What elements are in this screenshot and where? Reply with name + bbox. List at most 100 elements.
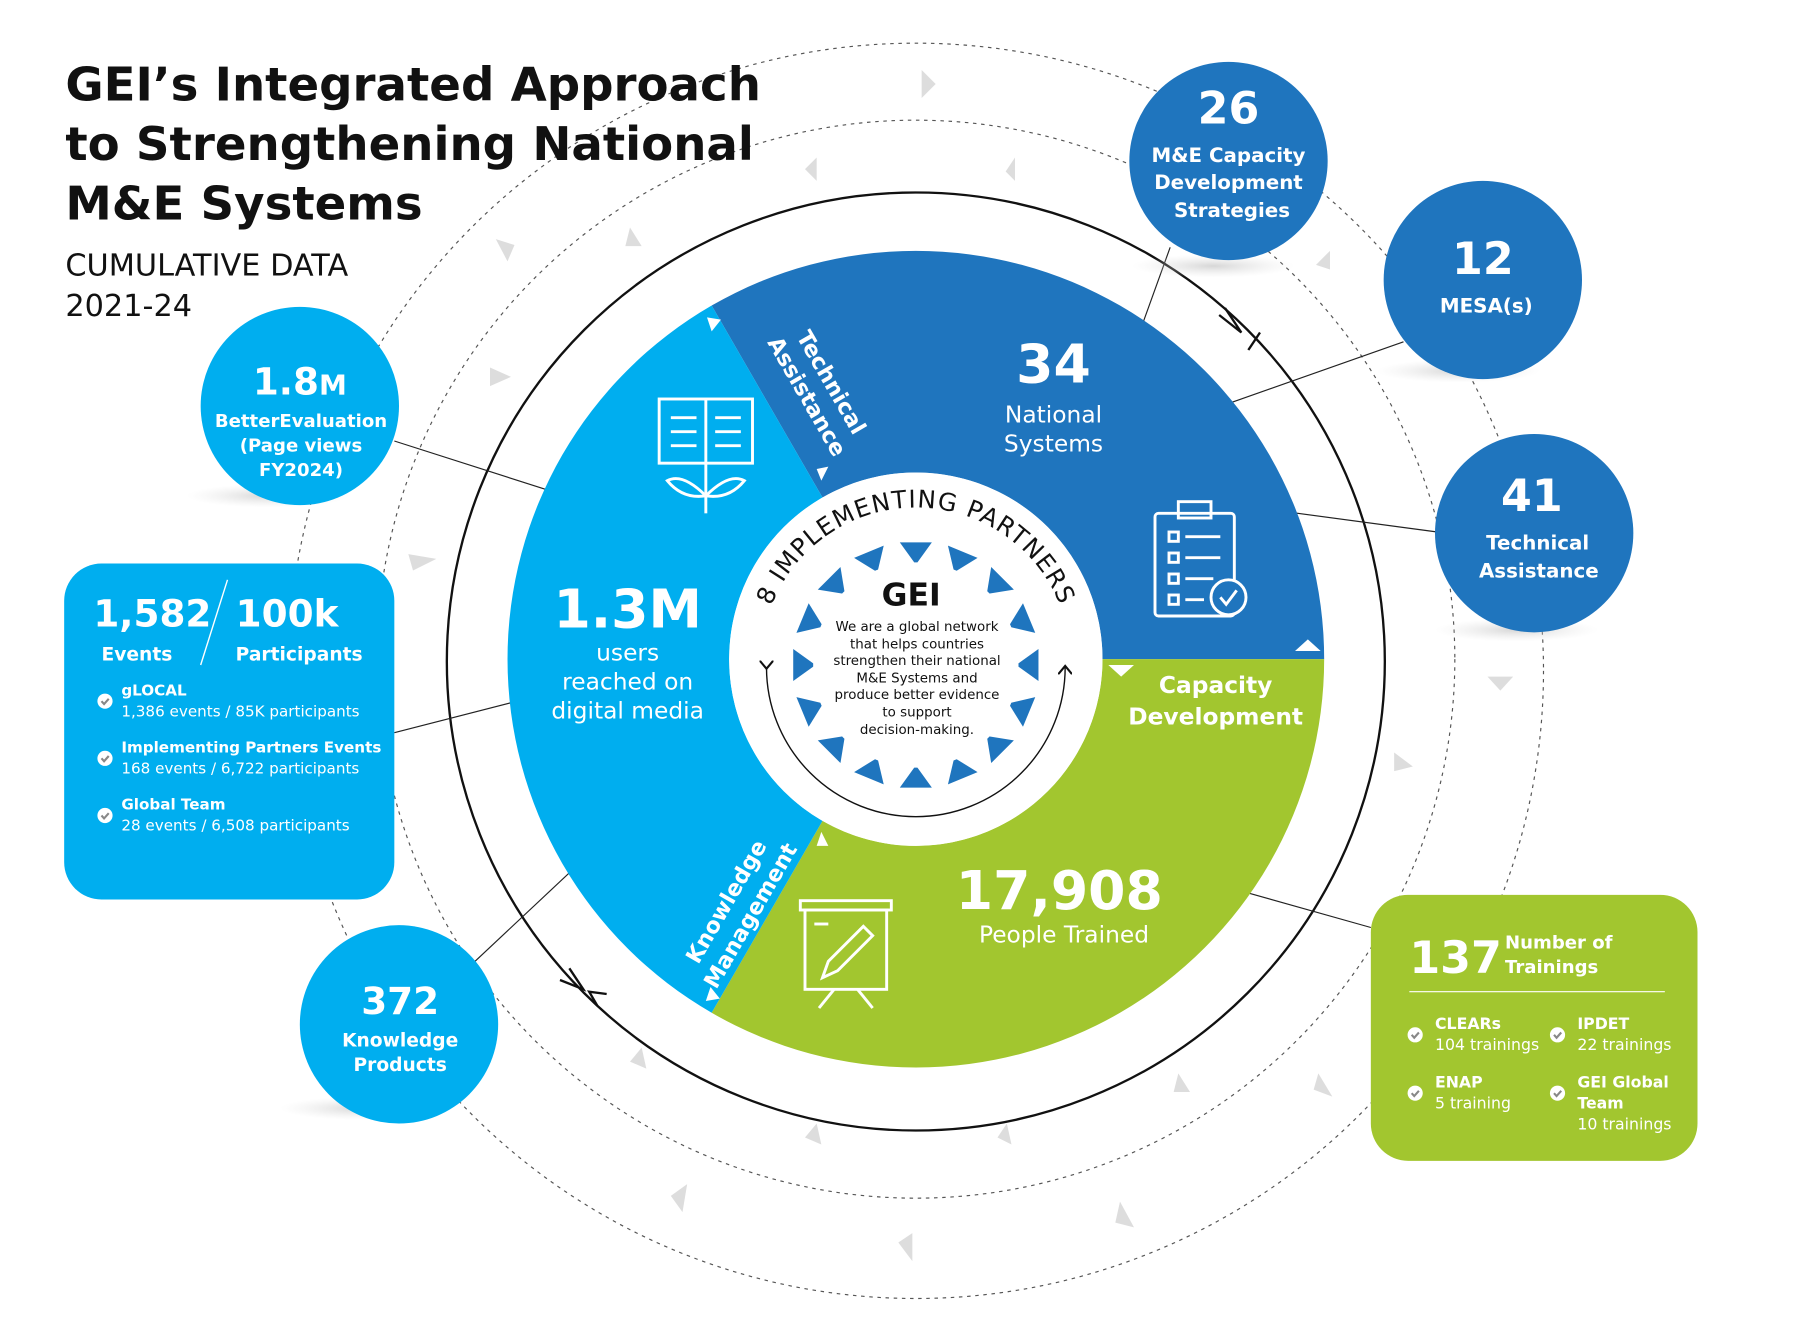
page-title-line3: M&E Systems xyxy=(65,177,422,231)
participants-value: 100k xyxy=(236,592,340,636)
check-circle-icon xyxy=(1407,1085,1423,1101)
partner-triangle xyxy=(899,542,932,565)
partners-triangle-ring xyxy=(793,542,1039,788)
partner-triangle xyxy=(1008,697,1036,727)
segment-label-development: Development xyxy=(1128,703,1303,731)
svg-text:We are a global network: We are a global network xyxy=(835,620,998,635)
cycle-ring xyxy=(445,191,1386,1132)
check-circle-icon xyxy=(1549,1085,1566,1101)
participants-label: Participants xyxy=(236,644,363,665)
svg-text:FY2024): FY2024) xyxy=(259,460,343,481)
svg-text:10 trainings: 10 trainings xyxy=(1577,1114,1671,1133)
svg-text:M&E Capacity: M&E Capacity xyxy=(1152,144,1306,167)
event-list-item: Implementing Partners Events 168 events /… xyxy=(97,739,381,778)
training-list-item: ENAP 5 training xyxy=(1407,1072,1511,1112)
svg-text:M&E Systems and: M&E Systems and xyxy=(856,672,977,687)
svg-text:to support: to support xyxy=(882,705,951,720)
svg-text:5 training: 5 training xyxy=(1435,1093,1511,1112)
svg-text:ENAP: ENAP xyxy=(1435,1072,1483,1091)
svg-text:produce better evidence: produce better evidence xyxy=(835,688,1000,703)
svg-text:Products: Products xyxy=(353,1055,446,1076)
svg-text:Global Team: Global Team xyxy=(121,796,225,814)
outer-dashed-orbit xyxy=(287,42,1545,1300)
svg-text:Knowledge: Knowledge xyxy=(342,1031,458,1052)
events-label: Events xyxy=(102,644,173,665)
stat-users-label1: users xyxy=(596,638,659,666)
check-circle-icon xyxy=(97,750,113,766)
partner-triangle xyxy=(899,765,932,788)
svg-text:Team: Team xyxy=(1577,1093,1623,1112)
stat-national-systems-label: National xyxy=(1005,400,1102,428)
partner-triangle xyxy=(947,757,978,785)
cycle-arrow-icon xyxy=(1218,307,1243,334)
event-list-item: gLOCAL 1,386 events / 85K participants xyxy=(97,681,360,720)
trainings-label2: Trainings xyxy=(1505,957,1598,978)
svg-text:26: 26 xyxy=(1198,84,1260,135)
stat-national-systems-label2: Systems xyxy=(1004,429,1103,457)
segment-technical-assistance xyxy=(711,250,1325,660)
svg-text:41: 41 xyxy=(1501,471,1563,522)
segment-capacity-development xyxy=(711,659,1325,1068)
svg-text:1.8M: 1.8M xyxy=(253,359,347,403)
stat-users-value: 1.3M xyxy=(553,578,701,641)
stat-national-systems-value: 34 xyxy=(1016,333,1091,396)
training-list-item: GEI Global Team 10 trainings xyxy=(1549,1072,1672,1133)
decorative-triangles xyxy=(408,70,1514,1262)
svg-text:IPDET: IPDET xyxy=(1577,1014,1629,1033)
partner-triangle xyxy=(796,697,824,727)
svg-text:22 trainings: 22 trainings xyxy=(1577,1035,1671,1054)
partner-triangle xyxy=(1008,603,1036,633)
partner-triangle xyxy=(817,735,845,764)
svg-text:28 events / 6,508 participants: 28 events / 6,508 participants xyxy=(121,817,349,835)
svg-text:168 events / 6,722 participant: 168 events / 6,722 participants xyxy=(121,760,359,778)
svg-text:strengthen their national: strengthen their national xyxy=(833,654,1000,669)
training-list-item: IPDET 22 trainings xyxy=(1549,1014,1672,1054)
center-description: We are a global network that helps count… xyxy=(833,620,1000,738)
stat-people-trained-value: 17,908 xyxy=(956,859,1163,922)
subtitle-cumulative: CUMULATIVE DATA xyxy=(65,248,348,283)
trainings-label1: Number of xyxy=(1505,932,1614,953)
bubble-betterevaluation: 1.8M BetterEvaluation (Page views FY2024… xyxy=(186,306,399,508)
svg-text:1,386 events / 85K participant: 1,386 events / 85K participants xyxy=(121,702,359,720)
partner-triangle xyxy=(796,603,824,633)
presentation-board-icon xyxy=(798,899,893,1009)
svg-text:Strategies: Strategies xyxy=(1174,199,1290,222)
page-title-line1: GEI’s Integrated Approach xyxy=(65,58,761,112)
svg-text:gLOCAL: gLOCAL xyxy=(121,681,187,699)
trainings-box: 137 Number of Trainings CLEARs 104 traini… xyxy=(1370,894,1698,1161)
events-box: 1,582 Events 100k Participants gLOCAL 1,3… xyxy=(64,563,395,900)
event-list-item: Global Team 28 events / 6,508 participant… xyxy=(97,796,350,835)
svg-text:372: 372 xyxy=(361,979,439,1023)
stat-people-trained-label: People Trained xyxy=(979,921,1149,949)
svg-text:Assistance: Assistance xyxy=(1479,560,1599,583)
svg-text:Development: Development xyxy=(1154,171,1303,194)
check-circle-icon xyxy=(97,693,113,709)
svg-text:MESA(s): MESA(s) xyxy=(1440,295,1533,318)
center-gei-label: GEI xyxy=(882,578,941,614)
check-circle-icon xyxy=(1549,1027,1566,1043)
clipboard-check-icon xyxy=(1153,500,1248,618)
svg-text:(Page views: (Page views xyxy=(240,436,362,457)
partners-cycle-arrow-icon xyxy=(767,667,1066,818)
trainings-value: 137 xyxy=(1409,933,1502,984)
page-title-line2: to Strengthening National xyxy=(65,118,754,172)
partner-triangle xyxy=(986,735,1014,764)
partner-triangle xyxy=(854,545,884,573)
check-circle-icon xyxy=(97,807,113,824)
bubble-strategies: 26 M&E Capacity Development Strategies xyxy=(1129,61,1328,278)
svg-text:decision-making.: decision-making. xyxy=(860,723,974,738)
check-circle-icon xyxy=(1407,1027,1423,1043)
stat-users-label2: reached on xyxy=(562,668,693,696)
bubble-technical-assistance: 41 Technical Assistance xyxy=(1435,434,1634,642)
svg-text:CLEARs: CLEARs xyxy=(1435,1014,1501,1033)
svg-text:that helps countries: that helps countries xyxy=(850,638,984,653)
svg-text:12: 12 xyxy=(1452,234,1514,285)
partner-triangle xyxy=(817,566,845,595)
bubble-mesa: 12 MESA(s) xyxy=(1376,180,1582,383)
svg-text:Implementing Partners Events: Implementing Partners Events xyxy=(121,739,381,757)
partner-triangle xyxy=(854,757,884,785)
subtitle-years: 2021-24 xyxy=(65,289,192,324)
bubble-knowledge-products: 372 Knowledge Products xyxy=(280,925,499,1124)
partner-triangle xyxy=(947,545,978,573)
partner-triangle xyxy=(986,566,1014,595)
